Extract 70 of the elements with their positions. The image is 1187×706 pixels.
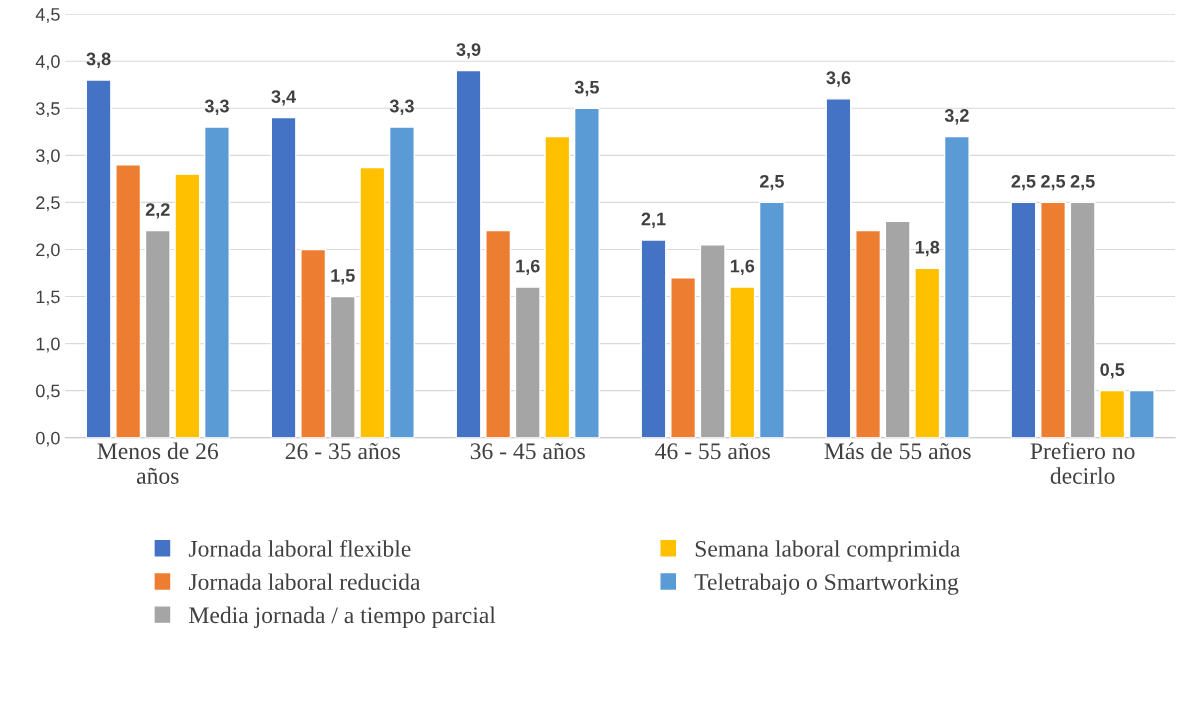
bar — [1099, 389, 1126, 438]
bar — [203, 126, 230, 438]
y-tick-label: 0,5 — [36, 384, 60, 400]
bar — [729, 286, 756, 438]
bar — [85, 79, 112, 438]
legend-label: Media jornada / a tiempo parcial — [189, 606, 496, 629]
data-label: 1,5 — [331, 269, 355, 285]
legend-label: Teletrabajo o Smartworking — [694, 573, 959, 595]
bar — [943, 135, 970, 438]
x-tick-label: 46 - 55 años — [655, 443, 770, 460]
bar — [670, 276, 697, 438]
x-tick-label: 26 - 35 años — [285, 443, 400, 460]
data-label: 2,5 — [1041, 174, 1066, 191]
y-tick-label: 2,5 — [36, 196, 60, 212]
y-tick-label: 0,0 — [36, 431, 60, 447]
data-label: 3,4 — [271, 90, 297, 106]
bar — [144, 229, 171, 438]
bar — [174, 173, 201, 438]
bar — [485, 229, 512, 438]
bar — [388, 126, 415, 438]
bar — [544, 135, 571, 438]
bar — [573, 107, 600, 438]
bar — [514, 286, 541, 438]
x-tick-label: Menos de 26 años — [97, 442, 219, 484]
data-label: 1,8 — [915, 240, 940, 257]
legend-label: Semana laboral comprimida — [695, 540, 961, 562]
bar — [914, 267, 941, 438]
y-tick-label: 3,5 — [36, 102, 60, 118]
x-tick-label: Más de 55 años — [824, 442, 971, 460]
bar — [1040, 201, 1067, 438]
bar — [329, 295, 356, 438]
y-tick-label: 1,0 — [36, 337, 60, 353]
x-tick-label: Prefiero no decirlo — [1030, 442, 1135, 484]
bar — [699, 244, 726, 438]
data-label: 1,6 — [516, 259, 540, 276]
bar — [359, 166, 386, 438]
x-tick-label: 36 - 45 años — [470, 443, 585, 460]
bar — [1010, 201, 1037, 438]
bar — [825, 98, 852, 438]
legend-label: Jornada laboral flexible — [188, 539, 411, 557]
y-tick-label: 1,5 — [36, 290, 60, 306]
data-label: 3,3 — [204, 99, 229, 116]
data-label: 1,6 — [730, 259, 755, 276]
bar — [1069, 201, 1096, 438]
data-label: 3,6 — [826, 71, 851, 87]
data-label: 3,5 — [574, 80, 599, 97]
data-label: 3,8 — [86, 52, 111, 68]
bar — [115, 164, 142, 438]
y-tick-label: 4,5 — [35, 8, 60, 23]
data-label: 2,5 — [759, 174, 784, 191]
data-label: 2,5 — [1011, 174, 1036, 191]
data-label: 2,5 — [1070, 174, 1095, 191]
bar — [455, 69, 482, 438]
data-label: 3,2 — [944, 109, 969, 125]
bar — [884, 220, 911, 438]
bar — [855, 229, 882, 438]
legend-label: Jornada laboral reducida — [188, 573, 421, 590]
data-label: 2,2 — [145, 203, 170, 219]
data-label: 3,3 — [389, 99, 414, 116]
data-label: 0,5 — [1100, 363, 1125, 379]
bar — [640, 239, 667, 438]
bar — [1128, 389, 1155, 438]
y-tick-label: 4,0 — [35, 55, 60, 71]
bar — [300, 248, 327, 438]
data-label: 2,1 — [641, 212, 666, 228]
bar — [758, 201, 785, 438]
data-label: 3,9 — [456, 43, 481, 59]
bar — [270, 116, 297, 438]
y-tick-label: 2,0 — [36, 243, 60, 259]
y-tick-label: 3,0 — [36, 149, 60, 165]
